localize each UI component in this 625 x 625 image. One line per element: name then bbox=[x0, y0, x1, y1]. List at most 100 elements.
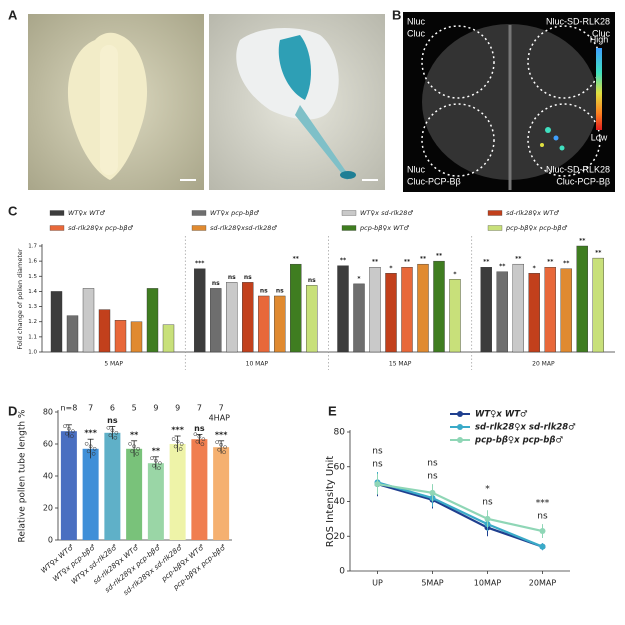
condition-label: Cluc-PCP-Bβ bbox=[407, 176, 461, 186]
scale-label: High bbox=[590, 34, 609, 44]
n-label: 7 bbox=[88, 404, 93, 413]
bar bbox=[242, 282, 254, 353]
y-tick-label: 1.5 bbox=[28, 274, 37, 280]
y-tick-label: 40 bbox=[334, 497, 346, 507]
region-circle bbox=[527, 103, 601, 177]
significance: ** bbox=[499, 263, 506, 270]
panel-label: C bbox=[8, 203, 18, 218]
significance: * bbox=[533, 265, 537, 272]
bar bbox=[82, 288, 95, 353]
significance: * bbox=[453, 271, 457, 278]
point bbox=[223, 445, 227, 450]
bar bbox=[512, 263, 524, 353]
n-label: 9 bbox=[153, 404, 158, 413]
significance: ns bbox=[308, 277, 316, 284]
signal bbox=[545, 127, 551, 133]
bar bbox=[258, 295, 270, 353]
bar bbox=[50, 291, 63, 353]
bar bbox=[449, 279, 461, 353]
y-tick-label: 1.3 bbox=[28, 304, 37, 310]
bar bbox=[104, 432, 121, 540]
point bbox=[110, 428, 115, 433]
condition-label: Cluc bbox=[592, 28, 611, 38]
bar bbox=[98, 309, 111, 353]
signal bbox=[559, 145, 565, 151]
significance: ** bbox=[372, 259, 379, 266]
significance: ns bbox=[427, 472, 438, 482]
significance: ns bbox=[228, 274, 236, 281]
point bbox=[173, 444, 178, 449]
legend-swatch bbox=[191, 225, 207, 231]
significance: ns bbox=[107, 416, 118, 425]
point bbox=[193, 432, 198, 437]
pistil bbox=[100, 45, 118, 175]
bar bbox=[496, 271, 508, 353]
panel-label: E bbox=[328, 403, 337, 418]
bar bbox=[130, 321, 143, 353]
significance: *** bbox=[84, 429, 97, 438]
legend-label: sd-rlk28♀x sd-rlk28♂ bbox=[475, 423, 576, 433]
significance: * bbox=[485, 485, 490, 495]
legend-swatch bbox=[49, 225, 65, 231]
panel-label: D bbox=[8, 403, 17, 418]
legend-swatch bbox=[487, 225, 503, 231]
significance: ns bbox=[427, 459, 438, 469]
legend-label: sd-rlk28♀xsd-rlk28♂ bbox=[210, 224, 277, 232]
marker bbox=[539, 543, 546, 550]
point bbox=[175, 439, 180, 444]
x-tick-label: 20 MAP bbox=[532, 361, 555, 368]
y-tick-label: 1.1 bbox=[28, 334, 37, 340]
bar bbox=[147, 463, 164, 540]
point bbox=[201, 437, 206, 442]
y-tick-label: 80 bbox=[43, 408, 53, 417]
point bbox=[130, 449, 134, 454]
point bbox=[71, 429, 75, 434]
point bbox=[135, 451, 139, 456]
bar bbox=[528, 273, 540, 353]
legend-swatch bbox=[49, 210, 65, 216]
point bbox=[132, 444, 136, 449]
x-tick-label: 5MAP bbox=[421, 579, 443, 588]
significance: ** bbox=[547, 259, 554, 266]
x-tick-label: 10 MAP bbox=[246, 361, 269, 368]
bar bbox=[544, 267, 556, 353]
legend-label: WT♀x pcp-bβ♂ bbox=[210, 209, 260, 217]
point bbox=[86, 449, 91, 454]
y-tick-label: 1.7 bbox=[28, 244, 37, 250]
point bbox=[92, 446, 97, 451]
bar bbox=[417, 263, 429, 353]
bar bbox=[337, 265, 349, 353]
bar bbox=[306, 285, 318, 353]
n-label: 5 bbox=[132, 404, 137, 413]
point bbox=[215, 440, 219, 445]
n-label: 7 bbox=[219, 404, 224, 413]
x-tick-label: UP bbox=[372, 579, 383, 588]
point bbox=[195, 439, 200, 444]
condition-label: Nluc-SD-RLK28 bbox=[546, 16, 610, 26]
point bbox=[150, 456, 154, 461]
point bbox=[158, 461, 162, 466]
legend-swatch bbox=[487, 210, 503, 216]
point bbox=[136, 446, 140, 451]
legend-label: sd-rlk28♀x pcp-bβ♂ bbox=[68, 224, 133, 232]
bar bbox=[433, 260, 445, 353]
panel-b-image bbox=[403, 12, 615, 192]
condition-label: Nluc bbox=[407, 16, 426, 26]
legend-label: sd-rlk28♀x WT♂ bbox=[506, 209, 559, 217]
marker bbox=[539, 528, 546, 535]
significance: ** bbox=[404, 259, 411, 266]
legend-label: pcp-bβ♀x pcp-bβ♂ bbox=[474, 436, 563, 446]
significance: ** bbox=[595, 250, 602, 257]
significance: ** bbox=[130, 430, 139, 439]
y-tick-label: 60 bbox=[43, 440, 53, 449]
significance: ns bbox=[194, 424, 205, 433]
bar bbox=[274, 295, 286, 353]
bar bbox=[162, 324, 175, 353]
series-line bbox=[377, 481, 543, 548]
point bbox=[63, 424, 67, 429]
x-tick-label: 20MAP bbox=[529, 579, 557, 588]
bar bbox=[385, 273, 397, 353]
condition-label: Cluc bbox=[407, 28, 426, 38]
point bbox=[200, 442, 205, 447]
significance: ns bbox=[537, 512, 548, 522]
